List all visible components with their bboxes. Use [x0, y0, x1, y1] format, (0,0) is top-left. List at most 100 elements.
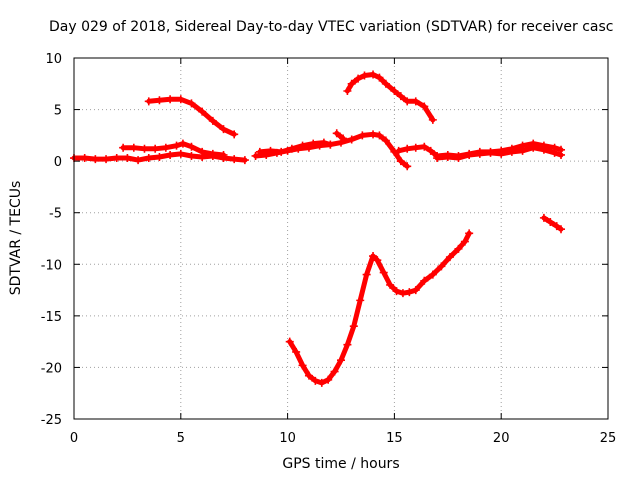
data-point [144, 154, 153, 163]
data-point [411, 97, 420, 106]
data-point [337, 356, 345, 365]
plot-frame [73, 57, 609, 420]
data-point [91, 155, 100, 164]
data-point [465, 150, 474, 159]
data-point [326, 140, 335, 149]
series-trace [344, 72, 436, 123]
data-point [428, 115, 437, 124]
data-point [119, 143, 128, 152]
data-point [445, 253, 454, 262]
data-point [381, 79, 390, 88]
data-point [396, 92, 405, 101]
y-tick-label: -10 [41, 258, 62, 273]
data-point [134, 156, 143, 165]
series-arc-9 [433, 143, 566, 163]
series-arc-2 [343, 70, 437, 124]
data-point [443, 153, 452, 162]
y-tick-label: -20 [41, 361, 62, 376]
chart-title: Day 029 of 2018, Sidereal Day-to-day VTE… [49, 19, 614, 35]
data-point [386, 280, 395, 289]
y-tick-label: -25 [41, 413, 62, 428]
data-point [552, 222, 561, 231]
data-point [112, 154, 121, 163]
data-point [129, 143, 138, 152]
data-point [277, 147, 286, 156]
data-point [102, 155, 111, 164]
data-point [403, 97, 412, 106]
data-point [317, 378, 326, 387]
data-point [369, 130, 378, 139]
x-tick-label: 25 [600, 431, 617, 446]
data-point [178, 139, 187, 148]
data-point [539, 213, 548, 222]
data-point [411, 143, 420, 152]
data-point [155, 153, 164, 162]
series-trace [334, 130, 346, 141]
data-point [347, 79, 356, 88]
data-point [166, 95, 175, 104]
series-trace [541, 215, 564, 232]
data-point [208, 116, 217, 125]
data-point [208, 149, 217, 158]
data-point [390, 87, 399, 96]
data-point [396, 157, 405, 166]
data-point [398, 289, 407, 298]
data-point [144, 97, 153, 106]
data-point [426, 146, 435, 155]
data-point [529, 143, 538, 152]
x-tick-label: 20 [493, 431, 510, 446]
data-point [161, 143, 170, 152]
data-point [373, 256, 382, 265]
data-point [219, 125, 228, 134]
data-point [394, 146, 403, 155]
data-point [518, 146, 527, 155]
data-point [403, 162, 412, 171]
data-point [176, 95, 185, 104]
data-point [343, 340, 352, 349]
data-point [187, 151, 196, 160]
data-point [369, 252, 378, 261]
data-point [379, 268, 388, 277]
data-point [360, 71, 369, 80]
data-point [251, 151, 260, 160]
series-trace [287, 230, 472, 386]
data-point [172, 141, 181, 150]
data-point [155, 96, 164, 105]
data-point [198, 147, 207, 156]
data-point [392, 287, 401, 296]
series-arc-4 [119, 139, 228, 159]
data-point [166, 150, 175, 159]
data-point [375, 131, 384, 140]
data-point [198, 107, 207, 116]
data-point [358, 131, 367, 140]
data-point [420, 102, 429, 111]
data-point [381, 136, 390, 145]
data-point [343, 87, 352, 96]
data-point [230, 130, 239, 139]
data-point [375, 73, 384, 82]
data-point [140, 144, 149, 153]
data-point [298, 141, 307, 150]
data-point [347, 135, 356, 144]
data-point [123, 154, 132, 163]
y-axis-label: SDTVAR / TECUs [8, 180, 24, 296]
data-point [557, 150, 566, 159]
data-point [309, 139, 318, 148]
data-point [507, 147, 516, 156]
data-point [403, 144, 412, 153]
y-tick-label: 5 [54, 104, 62, 119]
data-point [428, 270, 437, 279]
x-tick-label: 10 [279, 431, 296, 446]
data-point [349, 322, 358, 331]
data-point [285, 337, 294, 346]
data-point [266, 146, 275, 155]
y-tick-label: 0 [54, 155, 62, 170]
data-point [405, 288, 414, 297]
data-point [550, 148, 559, 157]
data-point [319, 138, 328, 147]
series-arc-11 [539, 213, 566, 234]
data-point [176, 149, 185, 158]
ticks: 0 5 10 15 20 25 -25 -20 -15 -10 -5 0 5 10 [41, 52, 617, 446]
data-point [311, 376, 320, 385]
